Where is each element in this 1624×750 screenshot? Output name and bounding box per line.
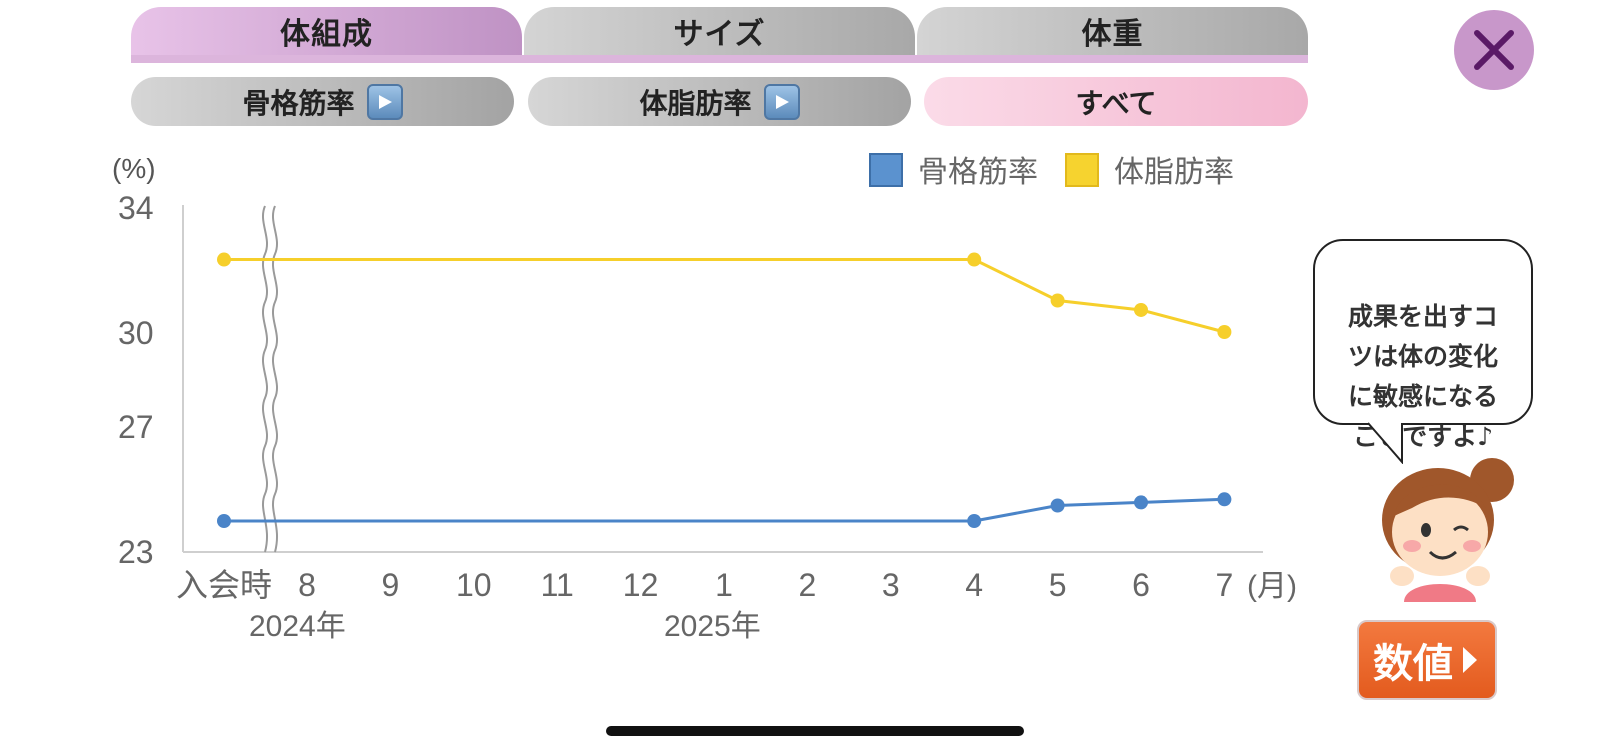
- play-arrow-icon: [1463, 647, 1477, 673]
- play-icon: [366, 83, 403, 120]
- girl-mascot-icon: [1382, 458, 1514, 602]
- x-tick-label: 1: [715, 567, 733, 603]
- y-tick-label: 30: [118, 315, 154, 351]
- series-line-body-fat: [224, 258, 1225, 334]
- data-point-skeletal-muscle: [967, 514, 982, 528]
- data-point-body-fat: [1217, 325, 1232, 339]
- x-tick-label: 3: [882, 567, 900, 603]
- y-tick-label: 34: [118, 190, 154, 226]
- axis-break-marker: [261, 205, 279, 553]
- value-button[interactable]: 数値: [1357, 620, 1497, 700]
- y-tick-label: 27: [118, 409, 154, 445]
- x-axis-unit: (月): [1247, 570, 1297, 603]
- x-tick-label: 9: [382, 567, 400, 603]
- home-indicator[interactable]: [606, 726, 1024, 736]
- x-tick-label: 5: [1049, 567, 1067, 603]
- filter-label: 体脂肪率: [639, 86, 752, 120]
- data-point-body-fat: [1134, 302, 1148, 317]
- legend: 骨格筋率 体脂肪率: [869, 153, 1234, 189]
- x-tick-label: 4: [965, 567, 983, 603]
- close-icon: [1474, 30, 1514, 70]
- filter-body-fat[interactable]: 体脂肪率: [528, 77, 911, 126]
- x-tick-label: 12: [623, 567, 659, 603]
- data-point-skeletal-muscle: [1050, 498, 1065, 513]
- filter-skeletal-muscle[interactable]: 骨格筋率: [131, 77, 514, 126]
- legend-swatch-bodyfat: [1065, 153, 1099, 187]
- tab-underline: [131, 55, 1308, 63]
- x-tick-label: 入会時: [176, 567, 272, 603]
- legend-swatch-skeletal: [869, 153, 903, 187]
- filter-all[interactable]: すべて: [924, 77, 1308, 126]
- close-button[interactable]: [1454, 10, 1534, 90]
- data-point-skeletal-muscle: [1217, 492, 1232, 507]
- tab-label: 体重: [1081, 17, 1144, 52]
- tab-weight[interactable]: 体重: [917, 7, 1308, 55]
- year-label-2024: 2024年: [249, 610, 346, 643]
- x-tick-label: 7: [1216, 567, 1234, 603]
- tab-body-composition[interactable]: 体組成: [131, 7, 522, 55]
- speech-bubble-tail: [1367, 422, 1403, 464]
- tab-size[interactable]: サイズ: [524, 7, 915, 55]
- x-tick-label: 6: [1132, 567, 1150, 603]
- data-point-body-fat: [1050, 293, 1065, 308]
- legend-label-bodyfat: 体脂肪率: [1114, 156, 1234, 189]
- x-tick-label: 2: [799, 567, 817, 603]
- legend-label-skeletal: 骨格筋率: [918, 156, 1038, 189]
- data-point-skeletal-muscle: [1134, 495, 1148, 510]
- data-point-body-fat: [967, 252, 982, 267]
- data-point-body-fat: [217, 252, 231, 267]
- x-tick-label: 10: [456, 567, 492, 603]
- filter-label: 骨格筋率: [242, 86, 355, 120]
- value-button-label: 数値: [1373, 641, 1453, 687]
- x-tick-labels: 入会時 8 9 10 11 12 1 2 3 4 5 6 7: [176, 567, 1233, 603]
- year-label-2025: 2025年: [664, 610, 761, 643]
- speech-bubble: 成果を出すコ ツは体の変化 に敏感になる ことですよ♪: [1313, 239, 1533, 451]
- y-axis-unit: (%): [112, 153, 156, 184]
- tab-label: サイズ: [673, 17, 766, 52]
- x-tick-label: 11: [541, 567, 574, 603]
- y-tick-label: 23: [118, 534, 154, 570]
- tab-label: 体組成: [280, 17, 373, 52]
- series-line-skeletal-muscle: [224, 497, 1225, 523]
- play-icon: [763, 83, 800, 120]
- data-points: [217, 252, 1232, 528]
- data-point-skeletal-muscle: [217, 514, 231, 528]
- x-tick-label: 8: [298, 567, 316, 603]
- filter-label: すべて: [1075, 86, 1157, 120]
- speech-bubble-text: 成果を出すコ ツは体の変化 に敏感になる ことですよ♪: [1347, 302, 1498, 451]
